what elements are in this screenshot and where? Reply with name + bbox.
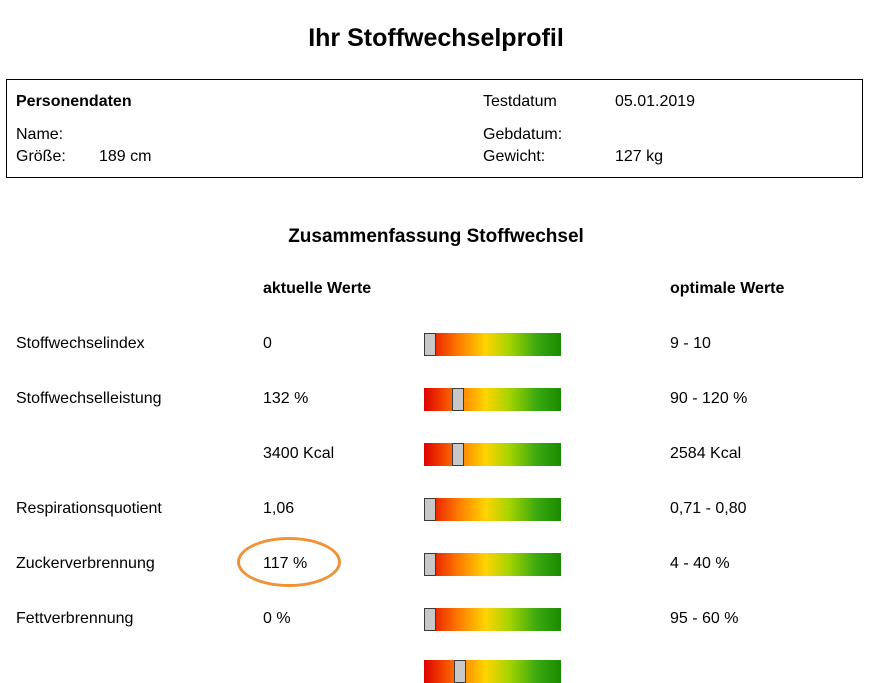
gauge-bar [424,608,561,631]
gauge-bar [424,498,561,521]
gauge-bar-partial [424,660,561,683]
summary-title: Zusammenfassung Stoffwechsel [288,226,584,247]
row-optimal-value: 90 - 120 % [670,390,748,407]
row-label: Respirationsquotient [16,500,162,517]
height-label: Größe: [16,148,66,165]
row-label: Fettverbrennung [16,610,134,627]
row-current-value: 1,06 [263,500,295,517]
gauge-marker [452,388,464,411]
weight-label: Gewicht: [483,148,546,165]
gauge-marker [452,443,464,466]
gauge-marker-partial [454,660,466,683]
row-optimal-value: 4 - 40 % [670,555,730,572]
gauge-bar [424,443,561,466]
name-label: Name: [16,126,64,143]
height-value: 189 cm [99,148,152,165]
testdate-label: Testdatum [483,93,557,110]
row-optimal-value: 2584 Kcal [670,445,742,462]
weight-value: 127 kg [615,148,664,165]
gauge-marker [424,553,436,576]
optimal-values-header: optimale Werte [670,280,785,297]
gauge-bar [424,333,561,356]
row-label: Stoffwechselleistung [16,390,162,407]
row-current-value: 3400 Kcal [263,445,335,462]
personal-data-box [6,79,863,178]
row-current-value: 0 [263,335,272,352]
row-label: Zuckerverbrennung [16,555,155,572]
row-label: Stoffwechselindex [16,335,145,352]
personal-data-heading: Personendaten [16,93,132,110]
gauge-marker [424,333,436,356]
row-optimal-value: 0,71 - 0,80 [670,500,747,517]
highlight-circle [237,537,341,587]
row-current-value: 0 % [263,610,291,627]
gauge-bar [424,553,561,576]
gauge-marker [424,608,436,631]
row-optimal-value: 9 - 10 [670,335,711,352]
testdate-value: 05.01.2019 [615,93,696,110]
birthdate-label: Gebdatum: [483,126,563,143]
row-optimal-value: 95 - 60 % [670,610,739,627]
current-values-header: aktuelle Werte [263,280,372,297]
page-title: Ihr Stoffwechselprofil [308,24,564,52]
gauge-bar [424,388,561,411]
gauge-marker [424,498,436,521]
row-current-value: 132 % [263,390,309,407]
